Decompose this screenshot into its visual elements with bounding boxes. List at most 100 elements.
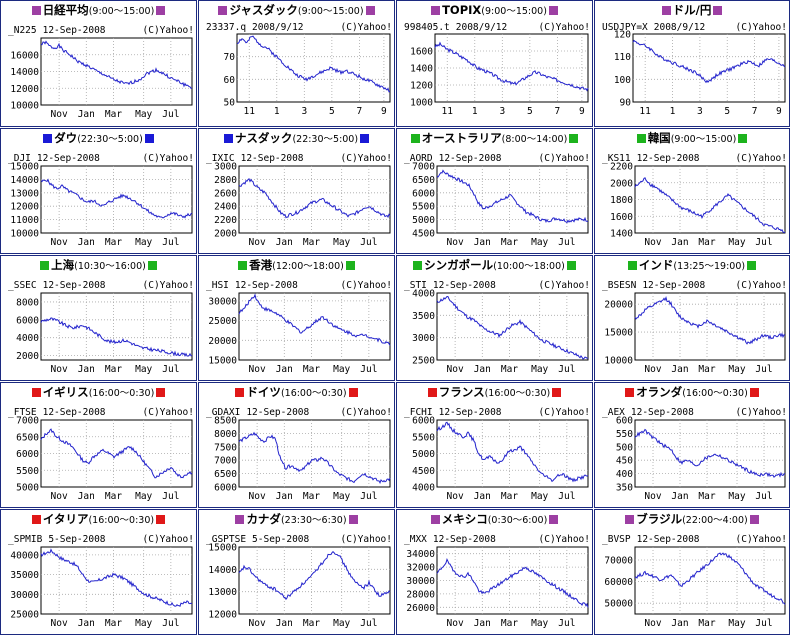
y-tick-label: 2200 <box>610 162 633 173</box>
chart-title[interactable]: カナダ(23:30～6:30) <box>199 512 394 528</box>
chart-title[interactable]: 香港(12:00～18:00) <box>199 258 394 274</box>
chart-title-text: オランダ <box>636 385 683 399</box>
x-tick-label: Mar <box>501 364 518 375</box>
marker-square-icon <box>235 388 245 397</box>
y-tick-label: 8000 <box>16 297 39 308</box>
chart-cell[interactable]: 上海(10:30～16:00) _SSEC 12-Sep-2008 (C)Yahoo!… <box>0 255 197 381</box>
chart-title[interactable]: フランス(16:00～0:30) <box>397 385 592 401</box>
chart-cell[interactable]: フランス(16:00～0:30) _FCHI 12-Sep-2008 (C)Yahoo… <box>396 382 593 508</box>
chart-cell[interactable]: ダウ(22:30～5:00) _DJI 12-Sep-2008 (C)Yahoo! 10… <box>0 128 197 254</box>
x-tick-label: Mar <box>105 491 122 502</box>
copyright-notice: (C)Yahoo! <box>736 280 787 291</box>
price-series-line <box>436 421 589 483</box>
y-tick-label: 13000 <box>10 188 39 199</box>
y-tick-label: 35000 <box>10 570 39 581</box>
chart-cell[interactable]: 日経平均(9:00～15:00) _N225 12-Sep-2008 (C)Yahoo… <box>0 0 197 127</box>
chart-title[interactable]: ドル/円 <box>595 3 789 17</box>
x-tick-label: 3 <box>697 106 703 117</box>
y-tick-label: 550 <box>616 429 633 440</box>
chart-title[interactable]: 日経平均(9:00～15:00) <box>1 3 196 19</box>
x-tick-label: May <box>135 491 152 502</box>
chart-cell[interactable]: 韓国(9:00～15:00) _KS11 12-Sep-2008 (C)Yahoo! 1… <box>594 128 790 254</box>
price-series-line <box>238 431 391 485</box>
y-tick-label: 60000 <box>604 577 633 588</box>
chart-title[interactable]: オランダ(16:00～0:30) <box>595 385 789 401</box>
chart-cell[interactable]: ドル/円 USDJPY=X 2008/9/12 (C)Yahoo! 90 100 110 12… <box>594 0 790 127</box>
x-tick-label: Jul <box>755 491 772 502</box>
line-chart: _HSI 12-Sep-2008 (C)Yahoo! 15000 20000 25000 3… <box>206 280 392 375</box>
chart-cell[interactable]: シンガポール(10:00～18:00) _STI 12-Sep-2008 (C)Yah… <box>396 255 593 381</box>
chart-title-text: シンガポール <box>424 258 494 272</box>
chart-title[interactable]: シンガポール(10:00～18:00) <box>397 258 592 274</box>
marker-square-icon <box>348 515 358 524</box>
plot-area <box>238 419 391 488</box>
ticker-symbol: _FCHI <box>404 407 433 418</box>
price-series-line <box>634 428 786 478</box>
y-tick-label: 350 <box>616 483 633 494</box>
price-series-line <box>632 39 786 84</box>
chart-cell[interactable]: オランダ(16:00～0:30) _AEX 12-Sep-2008 (C)Yahoo!… <box>594 382 790 508</box>
chart-title-text: イタリア <box>42 512 89 526</box>
chart-cell[interactable]: ブラジル(22:00～4:00) _BVSP 12-Sep-2008 (C)Yahoo… <box>594 509 790 635</box>
chart-cell[interactable]: カナダ(23:30～6:30) _GSPTSE 5-Sep-2008 (C)Yahoo… <box>198 509 395 635</box>
chart-title-text: ドル/円 <box>672 3 712 17</box>
x-tick-label: Jul <box>360 491 377 502</box>
ticker-symbol: _SPMIB <box>8 534 43 545</box>
x-tick-label: Jul <box>558 364 575 375</box>
chart-title[interactable]: メキシコ(0:30～6:00) <box>397 512 592 528</box>
plot-area <box>632 33 786 103</box>
x-tick-label: May <box>333 237 350 248</box>
y-tick-label: 6000 <box>214 483 237 494</box>
chart-cell[interactable]: 香港(12:00～18:00) _HSI 12-Sep-2008 (C)Yahoo! 1… <box>198 255 395 381</box>
x-tick-label: Nov <box>644 618 661 629</box>
chart-title[interactable]: ジャスダック(9:00～15:00) <box>199 3 394 19</box>
y-tick-label: 2000 <box>610 178 633 189</box>
chart-title[interactable]: ブラジル(22:00～4:00) <box>595 512 789 528</box>
trading-hours: (9:00～15:00) <box>88 6 155 17</box>
chart-title[interactable]: インド(13:25～19:00) <box>595 258 789 274</box>
plot-area <box>434 33 589 103</box>
chart-title[interactable]: ナスダック(22:30～5:00) <box>199 131 394 147</box>
y-tick-label: 25000 <box>208 316 237 327</box>
x-tick-label: May <box>333 491 350 502</box>
ticker-symbol: _IXIC <box>206 153 235 164</box>
plot-area <box>238 292 391 361</box>
x-tick-label: Jul <box>162 618 179 629</box>
chart-cell[interactable]: ドイツ(16:00～0:30) _GDAXI 12-Sep-2008 (C)Yahoo… <box>198 382 395 508</box>
chart-title[interactable]: TOPIX(9:00～15:00) <box>397 3 592 19</box>
chart-cell[interactable]: ジャスダック(9:00～15:00) 23337.q 2008/9/12 (C)Yah… <box>198 0 395 127</box>
line-chart: _BSESN 12-Sep-2008 (C)Yahoo! 10000 15000 2000… <box>602 280 787 375</box>
chart-title-text: カナダ <box>246 512 281 526</box>
chart-title[interactable]: 上海(10:30～16:00) <box>1 258 196 274</box>
chart-title[interactable]: イギリス(16:00～0:30) <box>1 385 196 401</box>
chart-cell[interactable]: ナスダック(22:30～5:00) _IXIC 12-Sep-2008 (C)Yaho… <box>198 128 395 254</box>
marker-square-icon <box>738 134 748 143</box>
chart-title[interactable]: イタリア(16:00～0:30) <box>1 512 196 528</box>
copyright-notice: (C)Yahoo! <box>341 22 392 33</box>
chart-cell[interactable]: イギリス(16:00～0:30) _FTSE 12-Sep-2008 (C)Yahoo… <box>0 382 197 508</box>
trading-hours: (9:00～15:00) <box>481 6 547 17</box>
chart-title[interactable]: ダウ(22:30～5:00) <box>1 131 196 147</box>
chart-title[interactable]: 韓国(9:00～15:00) <box>595 131 789 147</box>
marker-square-icon <box>365 6 375 15</box>
chart-cell[interactable]: インド(13:25～19:00) _BSESN 12-Sep-2008 (C)Yaho… <box>594 255 790 381</box>
chart-cell[interactable]: イタリア(16:00～0:30) _SPMIB 5-Sep-2008 (C)Yahoo… <box>0 509 197 635</box>
chart-cell[interactable]: オーストラリア(8:00～14:00) _AORD 12-Sep-2008 (C)Ya… <box>396 128 593 254</box>
trading-hours: (16:00～0:30) <box>484 388 551 399</box>
chart-cell[interactable]: メキシコ(0:30～6:00) _MXX 12-Sep-2008 (C)Yahoo! 2… <box>396 509 593 635</box>
chart-title[interactable]: オーストラリア(8:00～14:00) <box>397 131 592 147</box>
y-tick-label: 3500 <box>412 311 435 322</box>
price-series-line <box>634 552 786 605</box>
x-tick-label: Mar <box>501 491 518 502</box>
marker-square-icon <box>569 134 579 143</box>
chart-title[interactable]: ドイツ(16:00～0:30) <box>199 385 394 401</box>
y-tick-label: 30000 <box>406 576 435 587</box>
marker-square-icon <box>548 6 558 15</box>
y-tick-label: 70000 <box>604 555 633 566</box>
y-tick-label: 4000 <box>412 289 435 300</box>
y-tick-label: 450 <box>616 456 633 467</box>
trading-hours: (23:30～6:30) <box>280 515 347 526</box>
marker-square-icon <box>223 134 233 143</box>
chart-cell[interactable]: TOPIX(9:00～15:00) 998405.t 2008/9/12 (C)Yah… <box>396 0 593 127</box>
x-tick-label: Jan <box>474 618 491 629</box>
